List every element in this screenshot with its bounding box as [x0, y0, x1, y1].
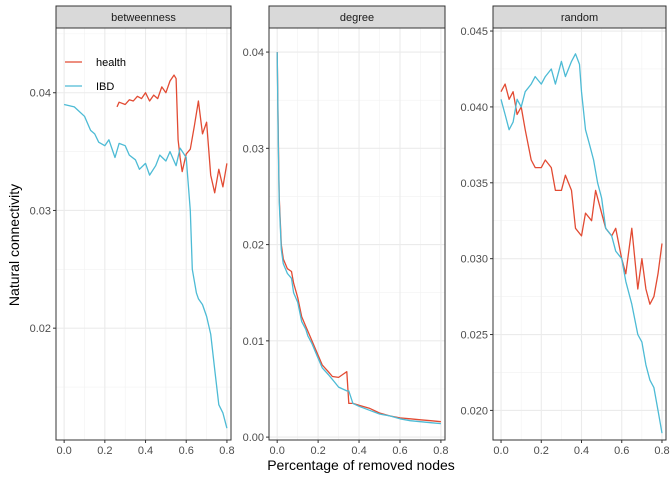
y-tick-label: 0.02: [30, 323, 51, 335]
legend-label-ibd: IBD: [96, 81, 114, 93]
x-tick-label: 0.8: [654, 445, 669, 457]
y-tick-label: 0.045: [460, 26, 488, 38]
panel-degree: 0.0 0.2 0.4 0.6 0.8 0.00 0.01 0.02 0.03 0.04 degre…: [243, 5, 449, 457]
x-tick-label: 0.0: [270, 445, 285, 457]
y-tick-label: 0.035: [460, 178, 488, 190]
y-tick-label: 0.03: [243, 143, 264, 155]
facet-strip: [55, 5, 232, 29]
facet-strip: [268, 5, 446, 29]
x-tick-label: 0.4: [138, 445, 153, 457]
facet-strip: [492, 5, 667, 29]
facet-strip-label: random: [561, 12, 598, 24]
y-tick-label: 0.04: [243, 47, 264, 59]
y-axis-title: Natural connectivity: [6, 184, 22, 306]
y-tick-label: 0.03: [30, 205, 51, 217]
y-tick-label: 0.01: [243, 336, 264, 348]
y-tick-label: 0.040: [460, 102, 488, 114]
facet-strip-label: betweenness: [111, 12, 176, 24]
panel-betweenness: 0.0 0.2 0.4 0.6 0.8 0.02 0.03 0.04 betweenness: [30, 5, 235, 457]
series-line-health: [116, 74, 228, 194]
facet-strip-label: degree: [340, 12, 374, 24]
panel-background: [56, 28, 231, 440]
panel-random: 0.0 0.2 0.4 0.6 0.8 0.020 0.025 0.030 0.035 0.040…: [460, 5, 670, 457]
x-tick-label: 0.0: [493, 445, 508, 457]
y-tick-label: 0.025: [460, 330, 488, 342]
x-tick-label: 0.6: [614, 445, 629, 457]
x-tick-label: 0.8: [219, 445, 234, 457]
panel-background: [269, 28, 445, 440]
series-line-ibd: [276, 52, 441, 425]
series-line-ibd: [63, 103, 228, 429]
legend-label-health: health: [96, 57, 126, 69]
y-tick-label: 0.02: [243, 240, 264, 252]
series-line-ibd: [500, 53, 663, 434]
y-tick-label: 0.00: [243, 432, 264, 444]
x-tick-label: 0.8: [433, 445, 448, 457]
x-tick-label: 0.2: [534, 445, 549, 457]
x-tick-label: 0.4: [351, 445, 366, 457]
y-tick-label: 0.04: [30, 88, 51, 100]
y-tick-label: 0.020: [460, 405, 488, 417]
y-tick-label: 0.030: [460, 254, 488, 266]
series-line-health: [500, 83, 663, 305]
legend: health IBD: [65, 57, 126, 93]
x-tick-label: 0.0: [56, 445, 71, 457]
x-tick-label: 0.4: [574, 445, 589, 457]
x-axis-title: Percentage of removed nodes: [267, 457, 455, 473]
x-tick-label: 0.6: [392, 445, 407, 457]
x-tick-label: 0.2: [310, 445, 325, 457]
x-tick-label: 0.6: [179, 445, 194, 457]
x-tick-label: 0.2: [97, 445, 112, 457]
